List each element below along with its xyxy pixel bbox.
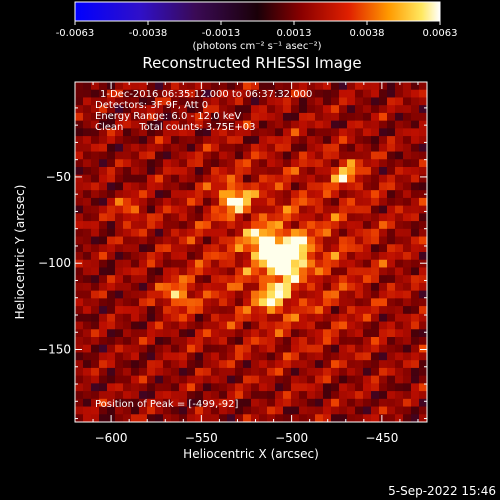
colorbar-ticks: -0.0063 -0.0038 -0.0013 0.0013 0.0038 0.0063: [56, 21, 458, 39]
colorbar: -0.0063 -0.0038 -0.0013 0.0013 0.0038 0.0063 …: [56, 1, 458, 52]
colorbar-tick-label: -0.0063: [56, 28, 95, 39]
x-tick-label: −600: [95, 431, 128, 445]
colorbar-tick-label: 0.0038: [350, 28, 385, 39]
timestamp: 5-Sep-2022 15:46: [388, 484, 496, 498]
info-detectors: Detectors: 3F 9F, Att 0: [95, 100, 208, 111]
y-tick-label: −50: [46, 170, 71, 184]
y-tick-label: −100: [38, 256, 71, 270]
info-energy-range: Energy Range: 6.0 - 12.0 keV: [95, 111, 241, 122]
plot-title: Reconstructed RHESSI Image: [142, 54, 361, 72]
colorbar-tick-label: 0.0063: [423, 28, 458, 39]
plot-area: −600 −550 −500 −450 −50 −100 −150: [38, 81, 428, 445]
colorbar-gradient: [74, 1, 441, 22]
heatmap-image: [75, 82, 427, 422]
x-tick-label: −550: [185, 431, 218, 445]
colorbar-unit-label: (photons cm⁻² s⁻¹ asec⁻²): [192, 41, 321, 52]
axes: −600 −550 −500 −450 −50 −100 −150: [38, 82, 427, 445]
colorbar-tick-label: -0.0013: [202, 28, 241, 39]
y-tick-label: −150: [38, 343, 71, 357]
x-tick-label: −450: [365, 431, 398, 445]
info-time-range: 1-Dec-2016 06:35:12.000 to 06:37:32.000: [100, 89, 312, 100]
colorbar-tick-label: -0.0038: [129, 28, 168, 39]
colorbar-tick-label: 0.0013: [277, 28, 312, 39]
info-clean-counts: Clean Total counts: 3.75E+03: [95, 122, 255, 133]
peak-position-label: Position of Peak = [-499,-92]: [95, 399, 239, 410]
plot-frame: [74, 81, 428, 423]
x-axis-label: Heliocentric X (arcsec): [183, 447, 319, 461]
y-axis-label: Heliocentric Y (arcsec): [13, 185, 27, 320]
info-block: 1-Dec-2016 06:35:12.000 to 06:37:32.000 …: [95, 89, 312, 133]
x-tick-label: −500: [275, 431, 308, 445]
